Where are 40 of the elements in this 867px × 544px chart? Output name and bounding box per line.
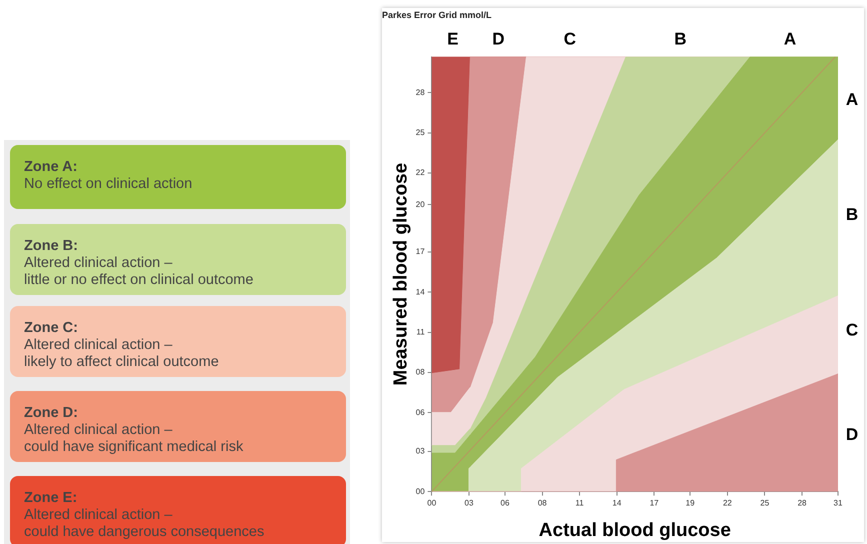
y-tick-label: 03 <box>416 446 426 456</box>
x-tick-label: 11 <box>575 498 584 508</box>
y-tick-label: 28 <box>416 88 426 97</box>
x-tick-label: 14 <box>612 498 622 508</box>
x-tick-label: 00 <box>427 498 437 508</box>
x-tick-label: 06 <box>500 498 510 508</box>
y-tick-label: 25 <box>416 128 426 138</box>
x-tick-label: 22 <box>722 498 732 508</box>
chart-title: Parkes Error Grid mmol/L <box>382 10 492 20</box>
y-tick-label: 11 <box>416 328 426 337</box>
text: Zone A: No effect on clinical action <box>24 159 194 193</box>
y-tick-label: 17 <box>416 247 426 256</box>
text: B <box>674 29 686 48</box>
y-tick-label: 20 <box>416 200 426 209</box>
text: E <box>447 29 458 48</box>
text: Zone B: Altered clinical action – little or no effect on clinical outcome <box>24 238 254 289</box>
text: D <box>492 29 504 48</box>
text: C <box>846 320 858 340</box>
x-tick-label: 25 <box>760 498 770 508</box>
y-tick-label: 06 <box>416 408 426 417</box>
text: A <box>784 29 796 48</box>
y-tick-label: 22 <box>416 168 426 178</box>
x-tick-label: 31 <box>834 498 843 508</box>
y-axis-title: Measured blood glucose <box>390 162 412 386</box>
text: C <box>564 29 576 48</box>
text: A <box>846 90 858 109</box>
text: Zone E: Altered clinical action – could have dangerous consequences <box>24 490 266 541</box>
text: Zone D: Altered clinical action – could have significant medical risk <box>24 405 244 456</box>
text: B <box>846 205 858 224</box>
text: Zone C: Altered clinical action – likely to affect clinical outcome <box>24 320 220 371</box>
x-tick-label: 28 <box>798 498 808 508</box>
y-tick-label: 00 <box>416 486 426 496</box>
x-tick-label: 03 <box>464 498 474 508</box>
x-tick-label: 19 <box>686 498 696 508</box>
y-tick-label: 08 <box>416 368 426 377</box>
x-tick-label: 08 <box>538 498 548 508</box>
y-tick-label: 14 <box>416 287 426 296</box>
x-tick-label: 17 <box>650 498 660 508</box>
x-axis-title: Actual blood glucose <box>538 520 731 541</box>
text: D <box>846 424 858 444</box>
